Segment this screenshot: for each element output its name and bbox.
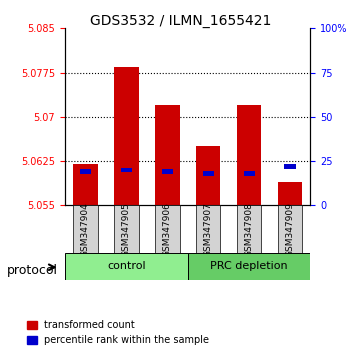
FancyBboxPatch shape — [155, 205, 179, 253]
Text: PRC depletion: PRC depletion — [210, 261, 288, 272]
Bar — [278, 182, 302, 205]
Legend: transformed count, percentile rank within the sample: transformed count, percentile rank withi… — [23, 316, 213, 349]
Bar — [284, 164, 296, 169]
FancyBboxPatch shape — [73, 205, 98, 253]
Bar — [196, 146, 221, 205]
Bar — [114, 67, 139, 205]
Text: GSM347908: GSM347908 — [245, 202, 253, 257]
Bar — [203, 171, 214, 176]
FancyBboxPatch shape — [188, 253, 310, 280]
Bar — [73, 164, 98, 205]
FancyBboxPatch shape — [65, 253, 188, 280]
Bar — [121, 168, 132, 172]
FancyBboxPatch shape — [278, 205, 302, 253]
Text: GSM347904: GSM347904 — [81, 202, 90, 257]
Text: GSM347907: GSM347907 — [204, 202, 213, 257]
Text: control: control — [107, 261, 145, 272]
Bar — [80, 170, 91, 174]
Bar — [155, 105, 179, 205]
Text: GSM347905: GSM347905 — [122, 202, 131, 257]
Text: protocol: protocol — [7, 264, 58, 277]
FancyBboxPatch shape — [237, 205, 261, 253]
FancyBboxPatch shape — [196, 205, 221, 253]
Bar — [237, 105, 261, 205]
Text: GDS3532 / ILMN_1655421: GDS3532 / ILMN_1655421 — [90, 14, 271, 28]
Bar — [162, 170, 173, 174]
Text: GSM347906: GSM347906 — [163, 202, 172, 257]
FancyBboxPatch shape — [114, 205, 139, 253]
Bar — [244, 171, 255, 176]
Text: GSM347909: GSM347909 — [286, 202, 295, 257]
